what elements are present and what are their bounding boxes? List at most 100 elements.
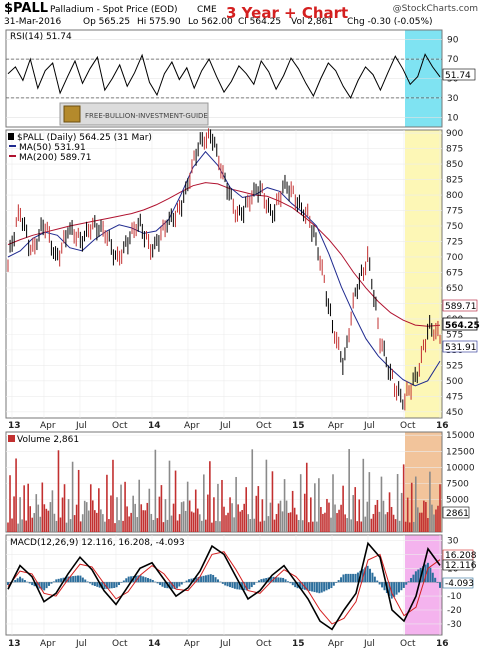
- volume-bar: [261, 499, 264, 532]
- macd-hist-bar: [257, 580, 260, 583]
- macd-hist-bar: [154, 581, 157, 583]
- volume-bar: [233, 517, 235, 532]
- volume-bar: [255, 495, 258, 532]
- volume-bar: [279, 500, 282, 532]
- volume-bar: [235, 476, 237, 532]
- volume-bar: [374, 504, 377, 532]
- volume-bar: [124, 481, 126, 532]
- volume-current-box: [442, 506, 470, 519]
- volume-bar: [57, 450, 60, 532]
- volume-bar: [289, 512, 292, 532]
- quote-change: Chg -0.30 (-0.05%): [347, 17, 433, 27]
- macd-hist-bar: [127, 576, 130, 583]
- price-tick-label: 775: [446, 207, 463, 217]
- macd-hist-bar: [195, 577, 198, 583]
- macd-hist-bar: [243, 582, 246, 591]
- macd-hist-bar: [332, 582, 335, 586]
- macd-hist-bar: [151, 580, 154, 583]
- volume-bar: [118, 520, 120, 532]
- macd-hist-bar: [340, 577, 343, 583]
- volume-bar: [87, 510, 90, 532]
- ma200-line: [7, 182, 441, 327]
- macd-hist-bar: [48, 582, 51, 586]
- macd-xtick-label: Oct: [256, 639, 272, 649]
- macd-tick-label: -10: [447, 592, 462, 602]
- volume-bar: [49, 502, 52, 532]
- volume-bar: [299, 474, 302, 532]
- macd-hist-bar: [149, 578, 152, 583]
- volume-bar: [156, 518, 159, 532]
- macd-hist-bar: [279, 577, 282, 583]
- volume-bar: [340, 504, 342, 532]
- macd-hist-bar: [190, 578, 193, 583]
- macd-hist-bar: [84, 579, 87, 583]
- volume-bar: [408, 522, 411, 532]
- volume-bar: [205, 519, 207, 532]
- macd-hist-bar: [381, 582, 384, 588]
- macd-hist-bar: [311, 582, 314, 592]
- ma50-current-box: [442, 340, 478, 353]
- instrument-name: Palladium - Spot Price (EOD): [50, 5, 178, 15]
- volume-bar: [221, 479, 223, 532]
- rsi-current-box: [442, 68, 476, 81]
- volume-tick-label: 7500: [446, 480, 469, 490]
- volume-bar: [247, 514, 250, 532]
- macd-hist-bar: [156, 582, 159, 584]
- macd-hist-bar: [214, 577, 217, 583]
- price-legend: $PALL (Daily) 564.25 (31 Mar): [17, 133, 152, 143]
- macd-xtick-label: Jul: [75, 639, 87, 649]
- volume-bar: [265, 459, 268, 532]
- volume-bar: [237, 504, 239, 532]
- volume-tick-label: 5000: [446, 496, 469, 506]
- volume-bar: [433, 514, 435, 532]
- volume-bar: [376, 499, 379, 532]
- chart-title: 3 Year + Chart: [226, 4, 348, 22]
- volume-bar: [241, 510, 243, 532]
- ma50-current-label: 531.91: [445, 343, 477, 353]
- macd-hist-bar: [245, 582, 248, 591]
- price-xtick-label: Oct: [256, 421, 272, 431]
- volume-bar: [19, 497, 21, 532]
- volume-bar: [96, 512, 98, 532]
- volume-bar: [140, 504, 143, 532]
- price-xtick-label: 13: [8, 421, 21, 431]
- volume-bar: [324, 512, 326, 532]
- macd-hist-bar: [74, 575, 77, 583]
- macd-hist-bar: [315, 582, 318, 593]
- price-tick-label: 850: [446, 160, 463, 170]
- volume-bar: [160, 485, 163, 532]
- volume-bar: [25, 520, 27, 532]
- volume-bar: [63, 484, 66, 532]
- volume-bar: [35, 494, 38, 532]
- macd-hist-bar: [110, 582, 113, 589]
- macd-hist-bar: [113, 582, 116, 588]
- price-xtick-label: Apr: [40, 421, 56, 431]
- macd-hist-bar: [115, 582, 118, 588]
- macd-hist-bar: [286, 581, 289, 583]
- macd-hist-bar: [207, 574, 210, 583]
- rsi-tick-label: 30: [447, 94, 459, 104]
- macd-hist-box: [442, 577, 474, 589]
- macd-hist-bar: [306, 582, 309, 591]
- macd-hist-bar: [395, 582, 398, 595]
- macd-hist-bar: [146, 578, 149, 583]
- volume-bar: [427, 518, 429, 532]
- volume-bar: [194, 489, 197, 532]
- macd-hist-bar: [204, 575, 207, 583]
- volume-panel: Volume 2,861 5000 7500 10000 12500 15000 286…: [5, 431, 475, 533]
- volume-bar: [404, 521, 407, 532]
- macd-hist-bar: [390, 582, 393, 599]
- macd-xtick-label: Jul: [219, 639, 231, 649]
- price-tick-label: 875: [446, 145, 463, 155]
- macd-hist-bar: [284, 579, 287, 583]
- volume-bar: [394, 519, 397, 532]
- macd-hist-bar: [260, 579, 263, 583]
- macd-hist-bar: [354, 573, 357, 583]
- price-tick-label: 675: [446, 268, 463, 278]
- volume-bar: [439, 484, 441, 532]
- volume-bar: [186, 481, 189, 532]
- price-tick-label: 800: [446, 191, 463, 201]
- macd-hist-bar: [299, 582, 302, 589]
- macd-hist-bar: [412, 574, 415, 583]
- volume-bar: [144, 510, 147, 532]
